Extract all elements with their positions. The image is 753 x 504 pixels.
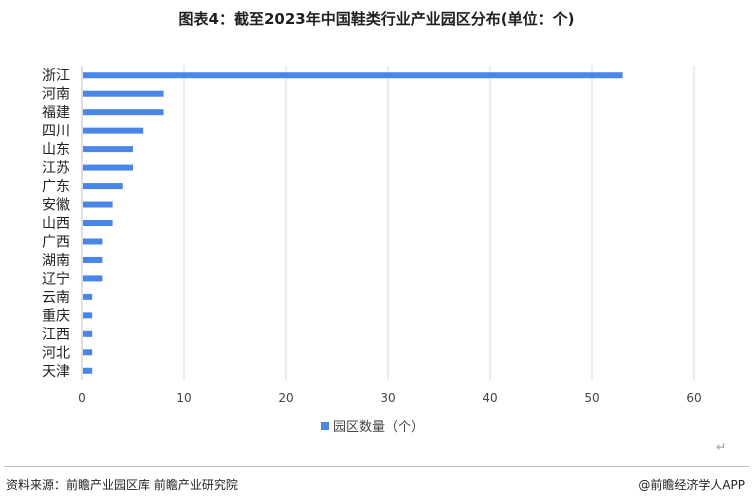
y-category-label: 广东 [42,179,70,195]
bar [83,275,103,282]
y-category-label: 河北 [42,345,70,361]
y-category-label: 江西 [42,327,70,343]
y-category-label: 重庆 [42,308,70,324]
bar [83,238,103,245]
bar [83,109,164,116]
source-note: 资料来源：前瞻产业园区库 前瞻产业研究院 [6,478,238,492]
bar [83,183,123,190]
bar [83,146,133,153]
x-tick-label: 20 [278,391,293,405]
x-tick-label: 10 [176,391,191,405]
bar [83,90,164,97]
footer-divider [4,466,749,467]
x-tick-label: 30 [380,391,395,405]
x-tick-label: 50 [584,391,599,405]
brand-credit: @前瞻经济学人APP [638,478,745,492]
chart-title: 图表4：截至2023年中国鞋类行业产业园区分布(单位：个) [178,10,575,28]
y-category-label: 浙江 [42,68,70,84]
bar [83,72,623,79]
bar [83,127,144,134]
y-category-label: 河南 [42,87,70,103]
y-category-label: 安徽 [42,198,70,214]
legend-label: 园区数量（个） [333,420,424,435]
y-category-label: 福建 [42,105,70,121]
y-category-label: 天津 [42,364,70,380]
y-category-label: 广西 [42,234,70,250]
bar [83,293,93,300]
y-category-label: 山东 [42,142,70,158]
y-category-label: 江苏 [42,161,70,177]
x-tick-label: 0 [78,391,86,405]
bar [83,312,93,319]
bar [83,164,133,171]
return-mark: ↵ [716,440,727,454]
y-category-label: 四川 [42,124,70,140]
bar [83,349,93,356]
x-tick-label: 60 [686,391,701,405]
bar [83,256,103,263]
bar [83,330,93,337]
bar [83,220,113,226]
y-category-label: 辽宁 [42,270,70,287]
y-category-label: 山西 [42,216,70,232]
y-category-label: 湖南 [42,253,70,269]
bar-chart: 0 10 20 30 40 50 60 浙江河南福建四川山东江苏广东安徽山西广西湖南辽宁云南重… [42,66,702,435]
bar [83,201,113,208]
x-tick-label: 40 [482,391,497,405]
legend-swatch [321,422,329,430]
y-category-label: 云南 [42,290,70,306]
bar [83,367,93,374]
